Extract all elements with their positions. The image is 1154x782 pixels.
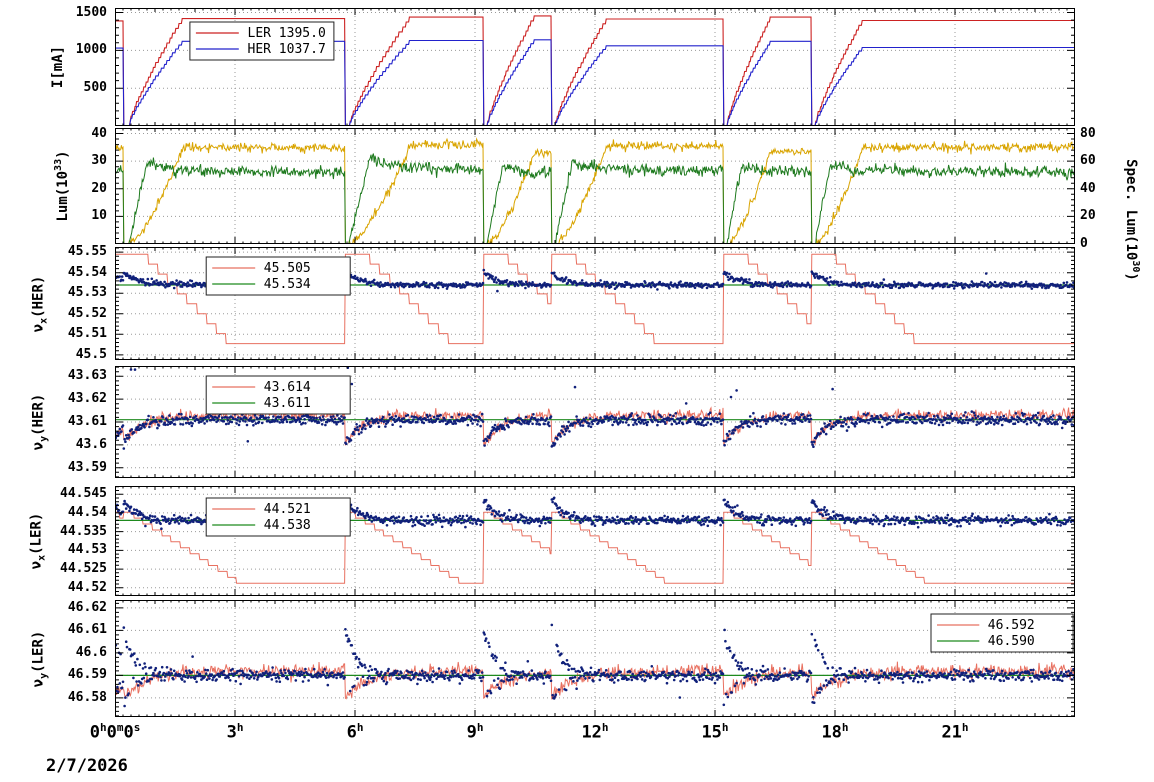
legend-box — [930, 613, 1074, 653]
y-tick-label: 43.6 — [75, 436, 107, 452]
legend-value: 45.534 — [264, 277, 311, 292]
right-y-tick-label: 0 — [1080, 236, 1088, 251]
panel-beam-current: LER 1395.0 HER 1037.7 500 1000 1500 I[mA] — [0, 4, 1154, 126]
panel-nuy-ler: 46.592 46.590 46.58 46.59 46.6 46.61 46.62 νy(L… — [0, 600, 1154, 717]
right-y-tick-label: 40 — [1080, 180, 1096, 196]
legend-box — [205, 497, 351, 537]
y-tick-label: 45.54 — [67, 264, 107, 280]
y-axis-label: νx(HER) — [30, 275, 50, 332]
x-tick-label: 12h — [581, 721, 609, 743]
panel-luminosity: 10 20 30 40 0 20 40 60 80 Lum(1033) Spec. Lum(1030… — [0, 125, 1154, 281]
y-tick-label: 44.52 — [67, 579, 107, 595]
y-tick-label: 45.5 — [75, 346, 107, 362]
legend-value: HER 1037.7 — [248, 42, 326, 57]
y-tick-label: 1500 — [75, 4, 107, 20]
y-tick-label: 40 — [91, 125, 107, 141]
y-tick-label: 46.62 — [67, 599, 107, 615]
y-tick-label: 46.58 — [67, 689, 107, 705]
y-tick-label: 44.53 — [67, 542, 107, 558]
y-tick-label: 45.52 — [67, 305, 107, 321]
y-axis-label: Lum(1033) — [53, 150, 71, 222]
y-tick-label: 44.535 — [60, 523, 107, 539]
panel-nux-her: 45.505 45.534 45.5 45.51 45.52 45.53 45.54 45.5… — [0, 244, 1154, 362]
y-tick-label: 43.59 — [67, 459, 107, 475]
date-label: 2/7/2026 — [46, 756, 128, 776]
y-tick-label: 46.59 — [67, 667, 107, 683]
right-y-tick-label: 80 — [1080, 125, 1096, 141]
y-tick-label: 1000 — [75, 42, 107, 58]
y-tick-label: 10 — [91, 208, 107, 224]
y-tick-label: 44.545 — [60, 486, 107, 502]
legend-value: 43.614 — [264, 380, 311, 395]
right-y-tick-label: 60 — [1080, 153, 1096, 169]
x-tick-label: 18h — [821, 721, 849, 743]
y-tick-label: 20 — [91, 180, 107, 196]
y-tick-label: 43.63 — [67, 368, 107, 384]
y-tick-label: 45.53 — [67, 285, 107, 301]
y-tick-label: 45.51 — [67, 326, 107, 342]
legend-value: LER 1395.0 — [248, 26, 326, 41]
y-tick-label: 30 — [91, 153, 107, 169]
legend-box — [205, 375, 351, 415]
x-tick-label: 15h — [701, 721, 729, 743]
legend-value: 46.590 — [988, 634, 1035, 649]
y-axis-label: νy(HER) — [30, 393, 50, 451]
y-axis-label: I[mA] — [50, 45, 66, 89]
y-tick-label: 43.61 — [67, 414, 107, 429]
x-tick-label: 21h — [941, 721, 969, 743]
x-tick-label: 6h — [346, 721, 364, 743]
legend-box — [189, 21, 335, 61]
x-tick-label: 9h — [466, 721, 484, 743]
legend-box — [205, 256, 351, 296]
right-y-tick-label: 20 — [1080, 208, 1096, 224]
y-tick-label: 46.61 — [67, 622, 107, 638]
legend-value: 44.538 — [264, 518, 311, 533]
y-tick-label: 43.62 — [67, 391, 107, 407]
legend-value: 44.521 — [264, 502, 311, 517]
y-tick-label: 500 — [83, 80, 107, 96]
panel-nux-ler: 44.521 44.538 44.52 44.525 44.53 44.535 44.54 4… — [0, 486, 1154, 596]
y-tick-label: 44.525 — [60, 561, 107, 577]
y-tick-label: 46.6 — [75, 644, 107, 660]
legend-value: 45.505 — [264, 261, 311, 276]
x-tick-label: 0h0m0s — [89, 721, 141, 743]
x-tick-label: 3h — [226, 721, 244, 743]
y-axis-label: νy(LER) — [30, 630, 50, 687]
y-tick-label: 44.54 — [67, 504, 107, 520]
x-axis-labels: 0h0m0s 3h 6h 9h 12h 15h 18h 21h — [0, 717, 1154, 759]
legend-value: 46.592 — [988, 618, 1035, 633]
y-tick-label: 45.55 — [67, 244, 107, 260]
panel-nuy-her: 43.614 43.611 43.59 43.6 43.61 43.62 43.63 νy(H… — [0, 366, 1154, 478]
legend-value: 43.611 — [264, 396, 311, 411]
y-axis-label: νx(LER) — [28, 512, 48, 570]
plot-luminosity — [115, 128, 1075, 244]
